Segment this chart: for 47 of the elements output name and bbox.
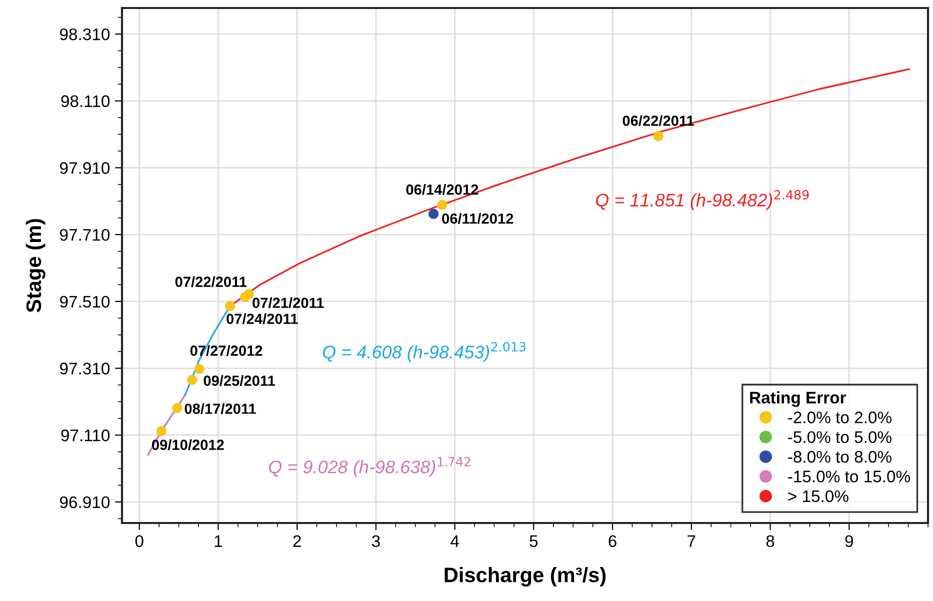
text: Q = 4.608 (h-98.453)$^{2.013}$ <box>322 342 526 362</box>
x-tick-label: 1 <box>214 535 222 547</box>
point <box>653 130 664 142</box>
x-tick-label: 8 <box>766 535 774 548</box>
annotation: 07/22/2011 <box>175 276 247 288</box>
point <box>437 200 448 210</box>
legend-label: -5.0% to 5.0% <box>788 431 892 444</box>
legend-label: -8.0% to 8.0% <box>788 450 892 463</box>
y-tick-label: 98.310 <box>60 28 110 40</box>
y-axis-title: Stage (m) <box>26 219 46 312</box>
annotation: 08/17/2011 <box>184 403 256 414</box>
point <box>240 292 250 302</box>
point <box>194 364 204 374</box>
legend-label: -2.0% to 2.0% <box>788 412 892 424</box>
annotation: 06/22/2011 <box>622 115 694 126</box>
annotation: 06/14/2012 <box>406 184 478 195</box>
y-tick-label: 97.710 <box>60 228 110 241</box>
x-tick-label: 3 <box>372 535 380 548</box>
x-tick-label: 2 <box>293 535 301 547</box>
text: Q = 9.028 (h-98.638)$^{1.742}$ <box>268 456 470 477</box>
y-tick-label: 98.110 <box>61 95 110 108</box>
y-tick-label: 97.510 <box>60 296 110 308</box>
text: Q = 11.851 (h-98.482)$^{2.489}$ <box>596 190 809 210</box>
x-axis-title: Discharge (m³/s) <box>444 567 606 587</box>
point <box>187 374 198 386</box>
x-tick-label: 9 <box>845 535 853 548</box>
x-tick-label: 4 <box>450 535 459 547</box>
point <box>172 402 182 414</box>
point <box>224 301 236 312</box>
annotation: 09/25/2011 <box>204 375 275 386</box>
x-tick-label: 6 <box>608 535 616 548</box>
legend-title: Rating Error <box>750 391 846 407</box>
x-tick-label: 0 <box>135 535 144 548</box>
y-tick-label: 97.910 <box>60 162 110 174</box>
point <box>156 426 167 436</box>
annotation: 09/10/2012 <box>152 439 224 450</box>
y-tick-label: 97.110 <box>61 430 110 442</box>
point <box>428 208 439 219</box>
annotation: 06/11/2012 <box>442 213 514 224</box>
annotation: 07/21/2011 <box>252 297 324 308</box>
annotation: 07/24/2011 <box>226 313 298 324</box>
x-tick-label: 5 <box>530 535 538 548</box>
legend-label: > 15.0% <box>788 490 848 502</box>
y-tick-label: 96.910 <box>60 496 110 508</box>
y-tick-label: 97.310 <box>60 362 110 374</box>
legend-label: -15.0% to 15.0% <box>788 470 910 482</box>
x-tick-label: 7 <box>688 535 696 547</box>
